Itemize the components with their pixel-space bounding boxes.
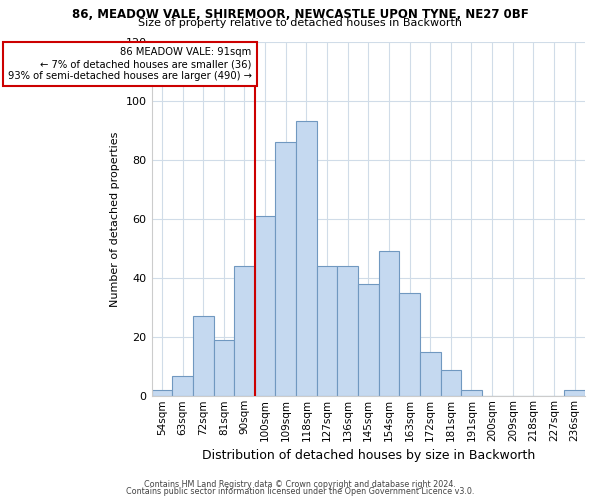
Bar <box>214 340 234 396</box>
Text: 86 MEADOW VALE: 91sqm
← 7% of detached houses are smaller (36)
93% of semi-detac: 86 MEADOW VALE: 91sqm ← 7% of detached h… <box>8 48 252 80</box>
Bar <box>440 370 461 396</box>
Bar <box>152 390 172 396</box>
Bar <box>379 252 399 396</box>
Bar <box>337 266 358 396</box>
Bar <box>399 293 420 397</box>
Bar <box>193 316 214 396</box>
Bar <box>255 216 275 396</box>
Bar <box>172 376 193 396</box>
Text: Contains HM Land Registry data © Crown copyright and database right 2024.: Contains HM Land Registry data © Crown c… <box>144 480 456 489</box>
Bar <box>461 390 482 396</box>
Bar <box>275 142 296 397</box>
Text: Size of property relative to detached houses in Backworth: Size of property relative to detached ho… <box>138 18 462 28</box>
Bar <box>358 284 379 397</box>
Text: Contains public sector information licensed under the Open Government Licence v3: Contains public sector information licen… <box>126 487 474 496</box>
Y-axis label: Number of detached properties: Number of detached properties <box>110 131 120 306</box>
Bar <box>296 122 317 396</box>
Bar <box>420 352 440 397</box>
Text: 86, MEADOW VALE, SHIREMOOR, NEWCASTLE UPON TYNE, NE27 0BF: 86, MEADOW VALE, SHIREMOOR, NEWCASTLE UP… <box>71 8 529 20</box>
X-axis label: Distribution of detached houses by size in Backworth: Distribution of detached houses by size … <box>202 450 535 462</box>
Bar <box>317 266 337 396</box>
Bar <box>565 390 585 396</box>
Bar <box>234 266 255 396</box>
